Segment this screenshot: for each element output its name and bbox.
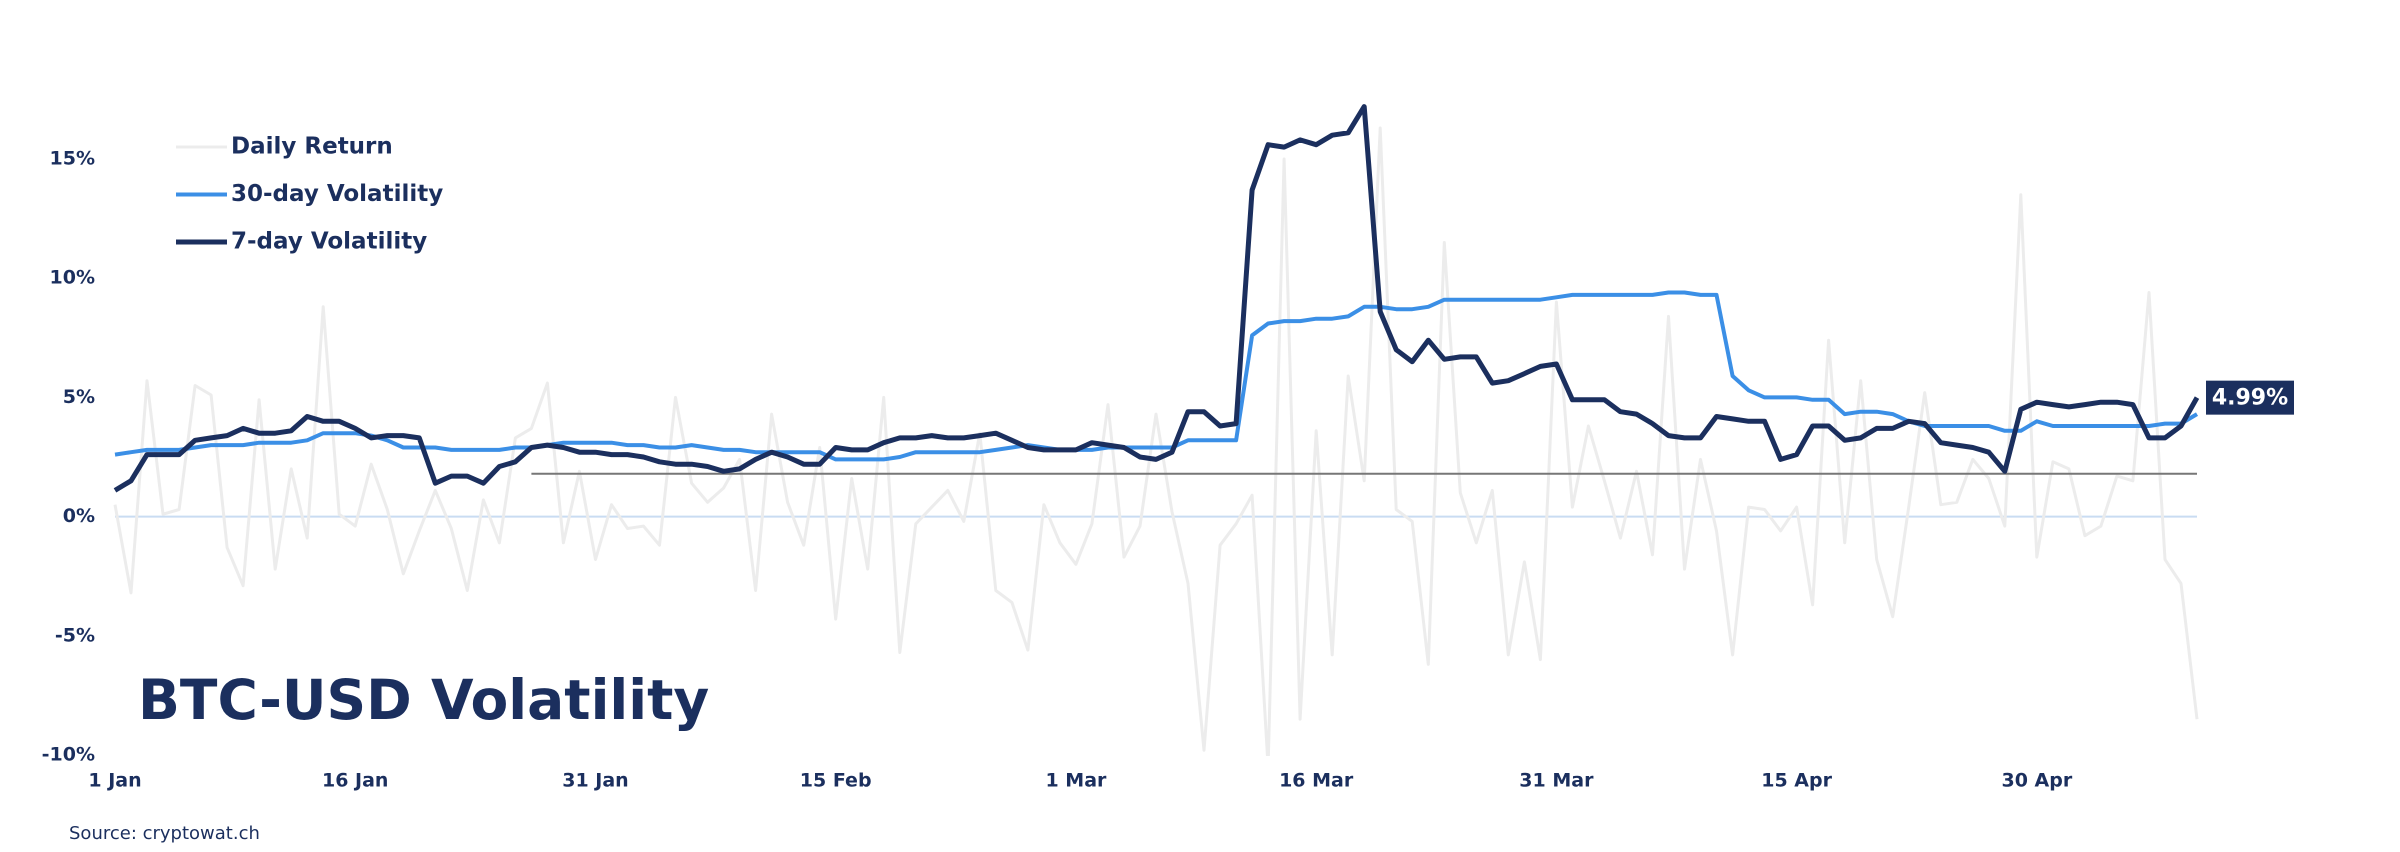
- legend-label: Daily Return: [231, 134, 393, 160]
- x-tick-label: 31 Mar: [1519, 770, 1594, 792]
- series-line: [113, 104, 2200, 493]
- x-tick-label: 31 Jan: [562, 770, 628, 792]
- x-tick-label: 1 Mar: [1045, 770, 1107, 792]
- y-tick-label: 15%: [50, 148, 95, 170]
- x-tick-label: 15 Feb: [800, 770, 872, 792]
- legend-label: 7-day Volatility: [231, 229, 427, 255]
- y-tick-label: 5%: [63, 386, 95, 408]
- end-label-box: [2206, 380, 2294, 415]
- end-label: 4.99%: [2212, 386, 2288, 411]
- legend-label: 30-day Volatility: [231, 181, 443, 207]
- x-tick-label: 1 Jan: [88, 770, 141, 792]
- y-tick-label: 10%: [50, 267, 95, 289]
- series-line: [113, 126, 2199, 756]
- plot: [113, 104, 2200, 756]
- source: Source: cryptowat.ch: [69, 823, 260, 844]
- chart-title: BTC-USD Volatility: [138, 668, 709, 732]
- x-tick-label: 15 Apr: [1761, 770, 1832, 792]
- x-tick-label: 16 Mar: [1279, 770, 1354, 792]
- x-tick-label: 16 Jan: [322, 770, 388, 792]
- series-line: [114, 290, 2199, 462]
- y-tick-label: 0%: [63, 505, 95, 527]
- y-tick-label: -5%: [55, 624, 95, 646]
- x-tick-label: 30 Apr: [2001, 770, 2072, 792]
- y-tick-label: -10%: [42, 744, 95, 766]
